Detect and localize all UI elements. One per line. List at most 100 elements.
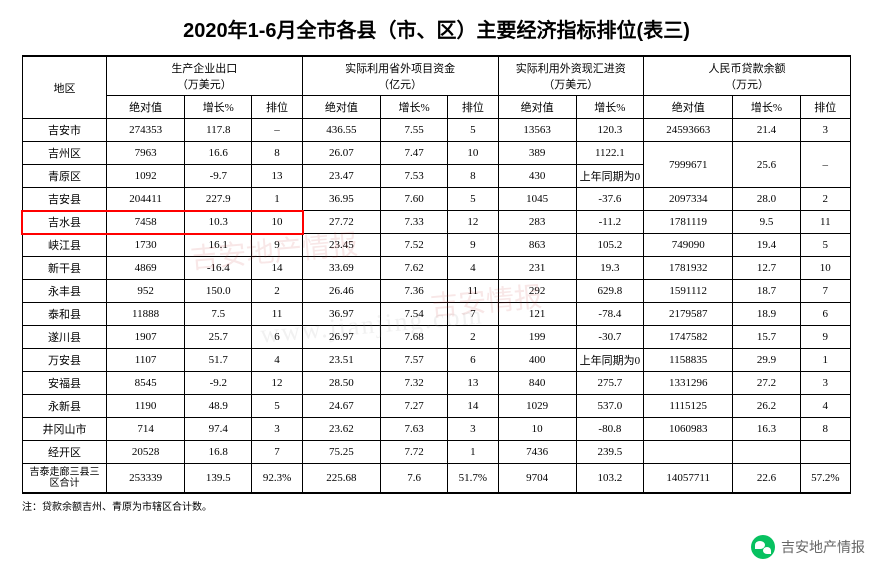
wechat-icon <box>751 535 775 559</box>
cell-value: 75.25 <box>302 441 380 464</box>
cell-value: 1 <box>800 349 850 372</box>
cell-region: 吉泰走廊三县三区合计 <box>23 464 107 494</box>
cell-value: 1747582 <box>643 326 733 349</box>
cell-value: 7.60 <box>381 188 448 211</box>
col-growth: 增长% <box>576 96 643 119</box>
cell-value: 16.1 <box>185 234 252 257</box>
cell-value: 7.27 <box>381 395 448 418</box>
cell-value: 上年同期为0 <box>576 349 643 372</box>
cell-value: 7.63 <box>381 418 448 441</box>
cell-value: 3 <box>252 418 302 441</box>
cell-region: 万安县 <box>23 349 107 372</box>
cell-value: – <box>800 142 850 188</box>
cell-value: 22.6 <box>733 464 800 494</box>
cell-value: 7458 <box>106 211 184 234</box>
cell-value: -30.7 <box>576 326 643 349</box>
cell-value: 26.2 <box>733 395 800 418</box>
cell-value: 2 <box>252 280 302 303</box>
col-growth: 增长% <box>185 96 252 119</box>
cell-region: 泰和县 <box>23 303 107 326</box>
cell-value: 7999671 <box>643 142 733 188</box>
cell-value: 952 <box>106 280 184 303</box>
cell-value: 7.36 <box>381 280 448 303</box>
col-rank: 排位 <box>252 96 302 119</box>
cell-value: 3 <box>800 119 850 142</box>
cell-region: 安福县 <box>23 372 107 395</box>
col-abs: 绝对值 <box>643 96 733 119</box>
cell-value: 14 <box>252 257 302 280</box>
cell-value: 27.2 <box>733 372 800 395</box>
cell-value: 5 <box>252 395 302 418</box>
cell-value: 28.50 <box>302 372 380 395</box>
table-row: 吉州区796316.6826.077.47103891122.179996712… <box>23 142 851 165</box>
table-row: 峡江县173016.1923.457.529863105.274909019.4… <box>23 234 851 257</box>
cell-value: 840 <box>498 372 576 395</box>
economic-indicators-table: 地区 生产企业出口（万美元） 实际利用省外项目资金（亿元） 实际利用外资现汇进资… <box>22 55 851 494</box>
cell-value: 150.0 <box>185 280 252 303</box>
cell-value: 12.7 <box>733 257 800 280</box>
cell-value: 10 <box>448 142 498 165</box>
cell-value: 7.6 <box>381 464 448 494</box>
cell-value: 23.45 <box>302 234 380 257</box>
cell-value: 36.95 <box>302 188 380 211</box>
cell-value: 117.8 <box>185 119 252 142</box>
cell-region: 吉安县 <box>23 188 107 211</box>
cell-value: 19.3 <box>576 257 643 280</box>
cell-value: 13563 <box>498 119 576 142</box>
cell-value: -16.4 <box>185 257 252 280</box>
cell-region: 遂川县 <box>23 326 107 349</box>
cell-value: 1122.1 <box>576 142 643 165</box>
cell-value: 6 <box>448 349 498 372</box>
cell-value: 12 <box>252 372 302 395</box>
cell-value: 14057711 <box>643 464 733 494</box>
table-row: 井冈山市71497.4323.627.63310-80.8106098316.3… <box>23 418 851 441</box>
cell-value: 7963 <box>106 142 184 165</box>
cell-value: 51.7 <box>185 349 252 372</box>
cell-value: 11888 <box>106 303 184 326</box>
cell-value: 1781119 <box>643 211 733 234</box>
cell-value: 29.9 <box>733 349 800 372</box>
cell-value: 7.68 <box>381 326 448 349</box>
col-abs: 绝对值 <box>498 96 576 119</box>
cell-value: 10 <box>800 257 850 280</box>
cell-value: 749090 <box>643 234 733 257</box>
cell-value: 48.9 <box>185 395 252 418</box>
cell-value: 274353 <box>106 119 184 142</box>
cell-value: 11 <box>448 280 498 303</box>
cell-value: 6 <box>252 326 302 349</box>
group-provfund-title: 实际利用省外项目资金（亿元） <box>302 56 498 96</box>
cell-value: 7.54 <box>381 303 448 326</box>
cell-value: 199 <box>498 326 576 349</box>
cell-value: 21.4 <box>733 119 800 142</box>
cell-value: 36.97 <box>302 303 380 326</box>
cell-value: 4 <box>800 395 850 418</box>
cell-value: 7 <box>800 280 850 303</box>
cell-value: -80.8 <box>576 418 643 441</box>
cell-value: 1190 <box>106 395 184 418</box>
cell-value: 7.55 <box>381 119 448 142</box>
cell-value: -11.2 <box>576 211 643 234</box>
footnote: 注：贷款余额吉州、青原为市辖区合计数。 <box>22 498 851 513</box>
cell-value: 3 <box>800 372 850 395</box>
cell-value: 231 <box>498 257 576 280</box>
cell-value: 204411 <box>106 188 184 211</box>
cell-value: 26.46 <box>302 280 380 303</box>
cell-value: 537.0 <box>576 395 643 418</box>
cell-value: 292 <box>498 280 576 303</box>
table-row: 吉泰走廊三县三区合计253339139.592.3%225.687.651.7%… <box>23 464 851 494</box>
cell-value: 4 <box>252 349 302 372</box>
cell-value: 23.62 <box>302 418 380 441</box>
cell-value: 16.3 <box>733 418 800 441</box>
group-loan-title: 人民币贷款余额（万元） <box>643 56 850 96</box>
col-growth: 增长% <box>381 96 448 119</box>
cell-value: 1115125 <box>643 395 733 418</box>
wechat-badge: 吉安地产情报 <box>751 535 865 559</box>
table-row: 吉安县204411227.9136.957.6051045-37.6209733… <box>23 188 851 211</box>
cell-value: 275.7 <box>576 372 643 395</box>
cell-value: 7.32 <box>381 372 448 395</box>
cell-value: 1 <box>448 441 498 464</box>
cell-value: 1060983 <box>643 418 733 441</box>
cell-value: 436.55 <box>302 119 380 142</box>
cell-region: 永丰县 <box>23 280 107 303</box>
cell-value: 1781932 <box>643 257 733 280</box>
